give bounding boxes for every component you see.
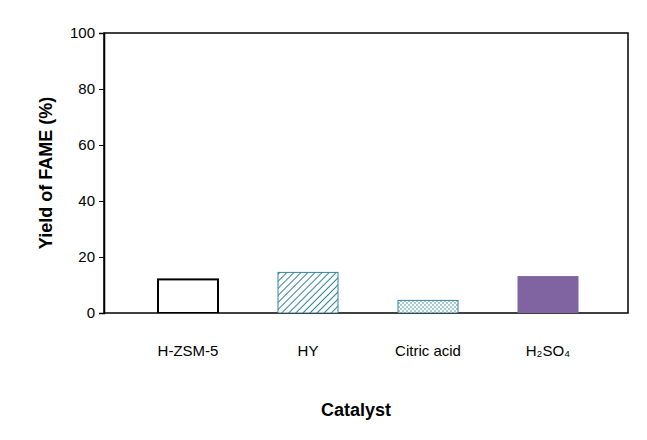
x-axis-title: Catalyst <box>321 400 391 420</box>
y-axis: 0 20 40 60 80 100 <box>70 24 105 321</box>
bar <box>278 272 338 313</box>
x-tick-label: H-ZSM-5 <box>158 342 219 359</box>
x-axis: H-ZSM-5 HY Citric acid H₂SO₄ <box>158 342 571 359</box>
x-tick: H₂SO₄ <box>526 342 570 359</box>
x-tick: H-ZSM-5 <box>158 342 219 359</box>
x-tick-label: H₂SO₄ <box>526 342 570 359</box>
y-tick-mark <box>99 145 104 146</box>
x-tick-label: Citric acid <box>395 342 461 359</box>
y-tick: 100 <box>70 24 104 41</box>
y-tick-label: 60 <box>78 136 95 153</box>
y-tick: 20 <box>78 248 104 265</box>
y-tick-mark <box>99 313 104 314</box>
plot-frame <box>104 33 628 313</box>
y-tick-mark <box>99 33 104 34</box>
bars <box>158 272 578 313</box>
x-tick: HY <box>298 342 319 359</box>
y-tick-label: 80 <box>78 80 95 97</box>
y-tick-label: 20 <box>78 248 95 265</box>
y-tick-label: 100 <box>70 24 95 41</box>
y-tick-label: 40 <box>78 192 95 209</box>
y-axis-line <box>99 34 105 314</box>
y-tick-mark <box>99 257 104 258</box>
y-tick-mark <box>99 89 104 90</box>
bar <box>158 279 218 313</box>
y-tick-mark <box>99 201 104 202</box>
bar <box>518 277 578 313</box>
x-tick-label: HY <box>298 342 319 359</box>
y-tick: 40 <box>78 192 104 209</box>
y-tick: 0 <box>87 304 104 321</box>
y-axis-title: Yield of FAME (%) <box>36 97 56 249</box>
chart: 0 20 40 60 80 100 H-ZSM-5 HY Citric acid H₂SO₄ Cat… <box>0 0 647 440</box>
bar <box>398 300 458 313</box>
y-tick: 80 <box>78 80 104 97</box>
y-tick-label: 0 <box>87 304 95 321</box>
y-tick: 60 <box>78 136 104 153</box>
x-tick: Citric acid <box>395 342 461 359</box>
